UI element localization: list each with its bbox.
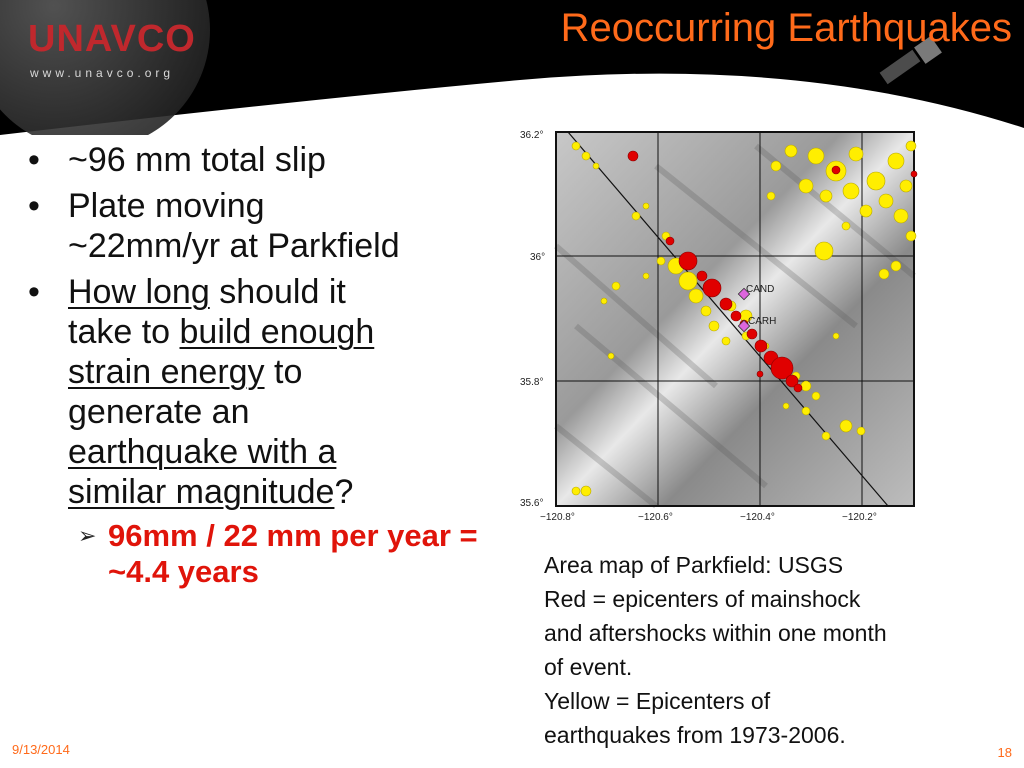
bullet-item: • Plate moving ~22mm/yr at Parkfield (28, 187, 400, 265)
header-banner: UNAVCO www.unavco.org Reoccurring Earthq… (0, 0, 1024, 135)
bullet-dot-icon: • (28, 273, 40, 311)
station-label: CARH (748, 316, 776, 327)
footer-date: 9/13/2014 (12, 742, 70, 757)
bullet-dot-icon: • (28, 141, 40, 179)
bullet-item: • How long should it take to build enoug… (28, 273, 375, 511)
parkfield-map: CAND CARH 36.2° 36° 35.8° 35.6° −120.8° … (516, 126, 928, 523)
lon-label: −120.8° (540, 512, 575, 522)
lon-label: −120.4° (740, 512, 775, 522)
lat-label: 36.2° (520, 130, 543, 141)
bullet-list: • ~96 mm total slip • Plate moving ~22mm… (28, 140, 498, 590)
fault-line (567, 131, 889, 507)
lat-label: 36° (530, 252, 545, 263)
bullet-item: • ~96 mm total slip (28, 141, 326, 179)
arrow-bullet-icon: ➢ (78, 523, 97, 548)
page-number: 18 (997, 745, 1012, 760)
logo-wordmark: UNAVCO (28, 18, 196, 60)
map-figure: CAND CARH 36.2° 36° 35.8° 35.6° −120.8° … (516, 126, 928, 523)
lat-label: 35.6° (520, 498, 543, 509)
slide-title: Reoccurring Earthquakes (560, 6, 1012, 50)
historic-epicenters (571, 140, 917, 497)
logo-url: www.unavco.org (30, 66, 175, 80)
station-label: CAND (746, 284, 774, 295)
bullet-dot-icon: • (28, 187, 40, 225)
lon-label: −120.6° (638, 512, 673, 522)
lat-label: 35.8° (520, 377, 543, 388)
lon-label: −120.2° (842, 512, 877, 522)
sub-bullet: ➢ 96mm / 22 mm per year = ~4.4 years (78, 518, 478, 589)
satellite-icon (879, 36, 942, 85)
map-grid (555, 131, 915, 507)
header-background (0, 0, 1024, 135)
station-markers (737, 287, 751, 333)
map-caption: Area map of Parkfield: USGS Red = epicen… (544, 552, 887, 748)
mainshock-epicenters (627, 150, 918, 393)
